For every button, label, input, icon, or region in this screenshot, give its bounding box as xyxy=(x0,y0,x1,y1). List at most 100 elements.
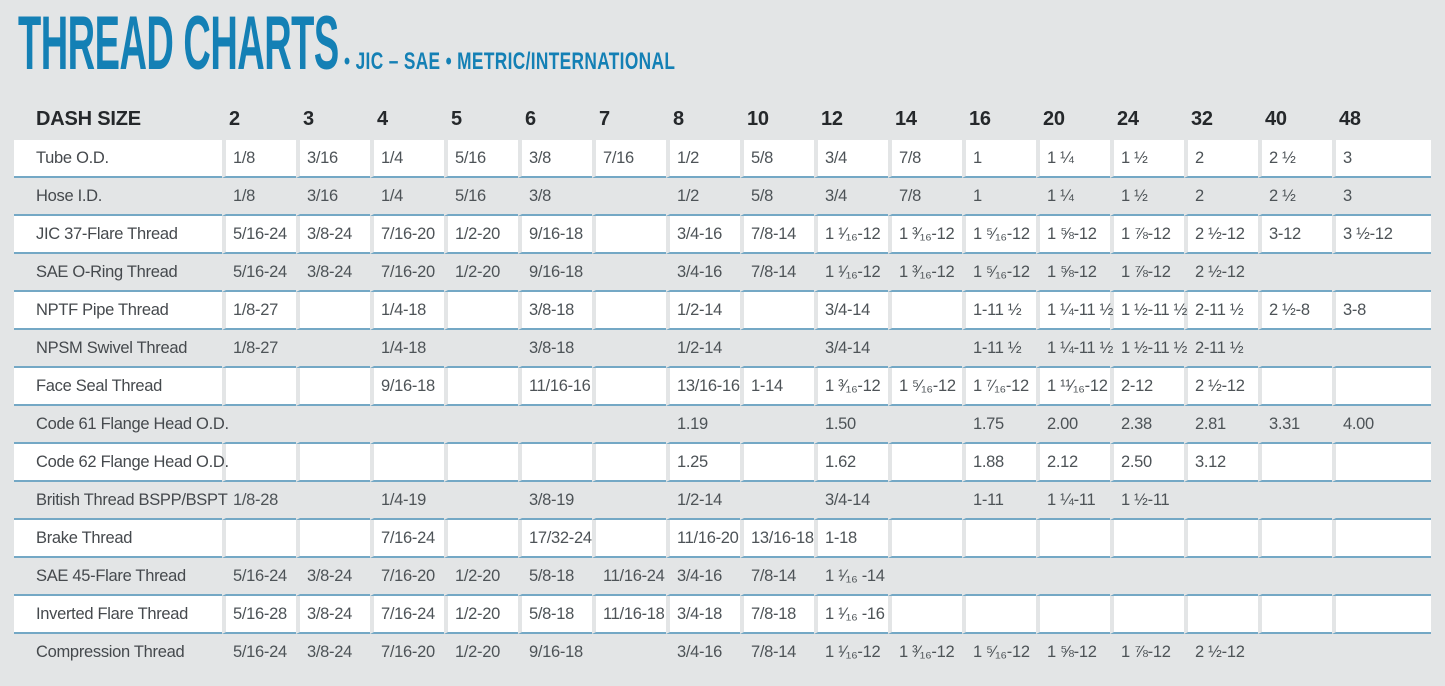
cell: 1/8-27 xyxy=(222,330,296,368)
cell: 11/16-20 xyxy=(666,520,740,558)
cell: 2 ½-12 xyxy=(1184,254,1258,292)
page-subtitle: • JIC – SAE • METRIC/INTERNATIONAL xyxy=(344,48,676,75)
cell: 1.50 xyxy=(814,406,888,444)
cell: 3-8 xyxy=(1332,292,1431,330)
cell: 5/16-24 xyxy=(222,254,296,292)
cell: 5/16 xyxy=(444,178,518,216)
cell: 3/8-24 xyxy=(307,642,352,661)
cell: 3/8-18 xyxy=(518,330,592,368)
cell: 3/8-24 xyxy=(296,596,370,634)
cell: 9/16-18 xyxy=(529,642,583,661)
cell xyxy=(1332,596,1431,634)
cell xyxy=(962,520,1036,558)
dash-size-col-header: 10 xyxy=(747,107,769,130)
cell: 11/16-18 xyxy=(592,596,666,634)
cell: 1 ¼ xyxy=(1036,178,1110,216)
cell: 3/8 xyxy=(518,178,592,216)
cell: 1/8-28 xyxy=(222,482,296,520)
cell xyxy=(444,292,518,330)
dash-size-header: DASH SIZE xyxy=(36,107,141,130)
cell: 3/4-16 xyxy=(666,216,740,254)
cell: 2-11 ½ xyxy=(1184,292,1258,330)
table-row: British Thread BSPP/BSPT 1/8-28 1/4-19 3/8-… xyxy=(14,482,1431,520)
cell xyxy=(1258,558,1332,596)
cell xyxy=(1332,330,1431,368)
cell: 1 ³⁄₁₆-12 xyxy=(888,216,962,254)
cell: 1 ¼ xyxy=(1036,140,1110,178)
cell: 5/16-24 xyxy=(222,558,296,596)
dash-size-col-header: 32 xyxy=(1191,107,1213,130)
cell: 1 ⅞-12 xyxy=(1110,216,1184,254)
cell xyxy=(888,406,962,444)
cell: 4.00 xyxy=(1332,406,1431,444)
cell: 2.50 xyxy=(1110,444,1184,482)
cell xyxy=(222,406,296,444)
cell xyxy=(444,482,518,520)
cell xyxy=(592,292,666,330)
cell: 3/8-19 xyxy=(518,482,592,520)
dash-size-col-header: 6 xyxy=(525,107,536,130)
cell: 1 ⅝-12 xyxy=(1047,642,1097,661)
cell: 3/8-18 xyxy=(518,292,592,330)
cell: 2.12 xyxy=(1036,444,1110,482)
cell xyxy=(222,520,296,558)
cell: 1 ¹⁄₁₆ -16 xyxy=(814,596,888,634)
dash-size-col-header: 2 xyxy=(229,107,240,130)
cell xyxy=(740,444,814,482)
cell xyxy=(1184,596,1258,634)
cell xyxy=(1332,520,1431,558)
cell: 1 ⁵⁄₁₆-12 xyxy=(888,368,962,406)
cell: 7/8-14 xyxy=(740,216,814,254)
cell: 5/16-24 xyxy=(222,216,296,254)
table-row: Inverted Flare Thread 5/16-28 3/8-24 7/16-2… xyxy=(14,596,1431,634)
dash-size-col-header: 4 xyxy=(377,107,388,130)
cell: 3/8-24 xyxy=(296,558,370,596)
cell: 3.31 xyxy=(1258,406,1332,444)
cell: 1 xyxy=(962,178,1036,216)
cell xyxy=(1036,520,1110,558)
cell xyxy=(1110,520,1184,558)
table-row: Tube O.D. 1/8 3/16 1/4 5/16 3/8 7/16 1/2 5/8 3/4 7… xyxy=(14,140,1431,178)
cell: 7/16-20 xyxy=(370,558,444,596)
cell xyxy=(296,330,370,368)
dash-size-col-header: 48 xyxy=(1339,107,1361,130)
cell xyxy=(592,634,666,672)
cell: 1 ¹⁄₁₆-12 xyxy=(814,254,888,292)
cell: 13/16-16 xyxy=(666,368,740,406)
cell: 7/16-24 xyxy=(370,520,444,558)
table-row: Code 61 Flange Head O.D. 1.19 1.50 1.75 2.00… xyxy=(14,406,1431,444)
cell: 1 ½-11 ½ xyxy=(1110,292,1187,330)
cell xyxy=(592,482,666,520)
cell: 1-11 ½ xyxy=(962,292,1036,330)
cell xyxy=(1036,558,1110,596)
page-header: THREAD CHARTS • JIC – SAE • METRIC/INTER… xyxy=(14,6,1431,100)
cell: 2.00 xyxy=(1036,406,1110,444)
cell: 3/4-16 xyxy=(666,254,740,292)
cell xyxy=(888,444,962,482)
cell: 1/8-27 xyxy=(222,292,296,330)
cell: 3.12 xyxy=(1184,444,1258,482)
cell: 2 xyxy=(1184,178,1258,216)
row-label: Inverted Flare Thread xyxy=(14,596,222,634)
cell: 1/2-14 xyxy=(666,330,740,368)
cell: 5/8-18 xyxy=(518,596,592,634)
cell: 1/2-20 xyxy=(444,254,518,292)
cell: 7/8 xyxy=(888,178,962,216)
cell xyxy=(592,330,666,368)
dash-size-col-header: 3 xyxy=(303,107,314,130)
cell: 1.19 xyxy=(666,406,740,444)
cell xyxy=(592,444,666,482)
cell xyxy=(888,558,962,596)
cell: 1/4 xyxy=(370,178,444,216)
cell: 1 ³⁄₁₆-12 xyxy=(814,368,888,406)
cell xyxy=(296,292,370,330)
cell xyxy=(444,444,518,482)
cell: 1/2-20 xyxy=(444,216,518,254)
cell: 2.38 xyxy=(1110,406,1184,444)
cell: 1 ½-11 ½ xyxy=(1110,330,1187,368)
cell xyxy=(1332,482,1431,520)
cell xyxy=(1258,254,1332,292)
cell xyxy=(962,596,1036,634)
dash-size-col-header: 8 xyxy=(673,107,684,130)
cell: 7/16-20 xyxy=(370,254,444,292)
